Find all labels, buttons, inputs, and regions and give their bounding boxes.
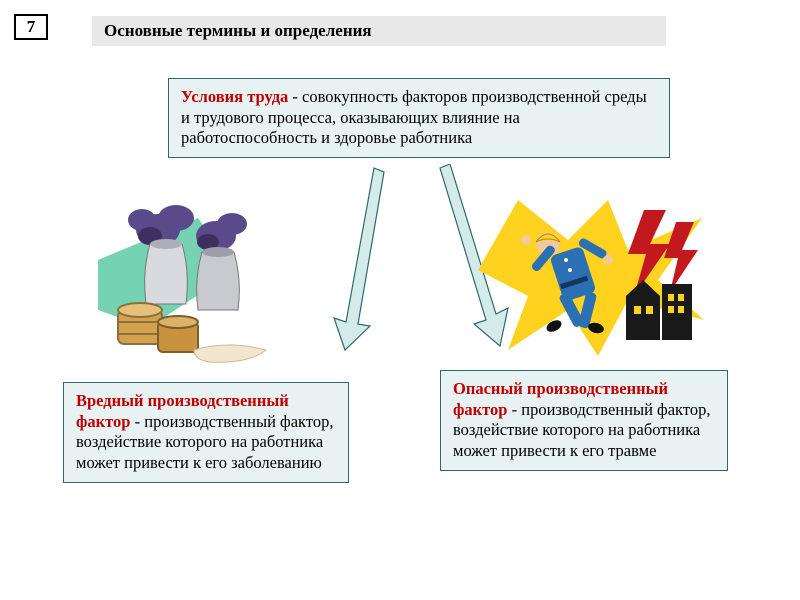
title-text: Основные термины и определения	[104, 21, 372, 41]
definition-box-harmful: Вредный производственный фактор - произв…	[63, 382, 349, 483]
slide-number-box: 7	[14, 14, 48, 40]
definition-box-conditions: Условия труда - совокупность факторов пр…	[168, 78, 670, 158]
factory-pollution-icon	[98, 200, 308, 370]
slide-number: 7	[27, 17, 36, 37]
electric-hazard-icon	[478, 200, 708, 360]
title-bar: Основные термины и определения	[92, 16, 666, 46]
term-conditions: Условия труда	[181, 87, 288, 106]
definition-box-dangerous: Опасный производственный фактор - произв…	[440, 370, 728, 471]
arrow-to-left-box	[330, 164, 390, 354]
